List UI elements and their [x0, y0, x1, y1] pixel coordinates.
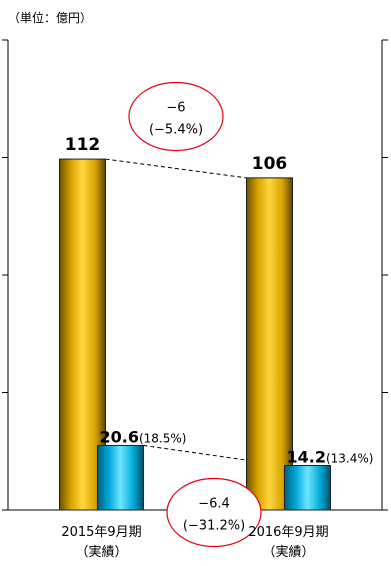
bar-series1-cat1: [284, 465, 331, 511]
annotation-change: −6.4: [198, 496, 230, 511]
annotation-percent: (−5.4%): [149, 122, 203, 137]
category-label-status: （実績）: [75, 544, 127, 560]
connector-series0: [105, 158, 247, 179]
data-label-series1: 14.2(13.4%): [287, 448, 374, 467]
unit-label: （単位：億円）: [8, 11, 93, 25]
annotation-change: −6: [166, 100, 185, 115]
annotation-percent: (−31.2%): [183, 518, 245, 533]
data-label-series1: 20.6(18.5%): [100, 427, 187, 446]
category-label-period: 2015年9月期: [61, 525, 141, 540]
data-label-series0: 112: [65, 135, 101, 155]
connector-series1: [143, 444, 285, 467]
category-label-period: 2016年9月期: [248, 525, 328, 540]
data-label-series0: 106: [252, 154, 288, 174]
bar-series0-cat1: [246, 177, 293, 511]
category-label-status: （実績）: [262, 544, 314, 560]
bar-series1-cat0: [97, 444, 144, 511]
annotation-ellipse: [128, 81, 224, 152]
annotation-ellipse: [166, 477, 262, 548]
